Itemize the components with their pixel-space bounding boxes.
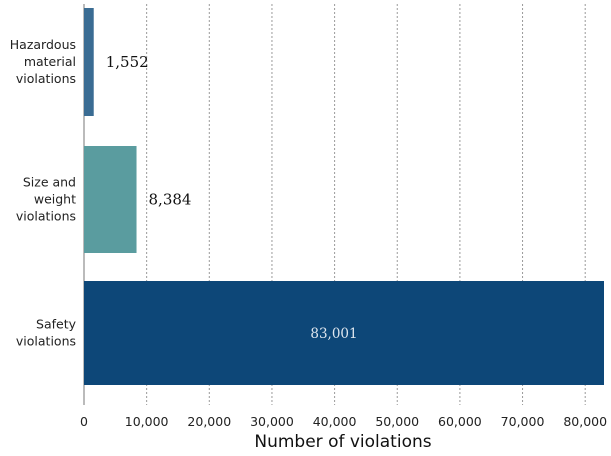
- data-labels: 1,552 8,384 83,001: [106, 53, 358, 342]
- x-axis-title: Number of violations: [254, 432, 431, 452]
- x-tick-label: 60,000: [438, 414, 482, 429]
- x-tick-label: 0: [80, 414, 88, 429]
- x-tick-labels: 0 10,000 20,000 30,000 40,000 50,000 60,000 70,…: [80, 414, 607, 429]
- data-label: 8,384: [149, 191, 192, 209]
- data-label: 1,552: [106, 53, 149, 71]
- x-tick-label: 50,000: [375, 414, 419, 429]
- bar: [84, 146, 137, 253]
- x-tick-label: 40,000: [313, 414, 357, 429]
- x-tick-label: 20,000: [187, 414, 231, 429]
- bars: [84, 8, 604, 385]
- bar: [84, 8, 94, 116]
- category-label: Hazardous material violations: [10, 37, 76, 86]
- category-labels: Hazardous material violations Size and weigh…: [10, 37, 77, 349]
- x-tick-label: 10,000: [125, 414, 169, 429]
- data-label: 83,001: [310, 326, 357, 342]
- bar: [84, 281, 604, 385]
- x-tick-label: 30,000: [250, 414, 294, 429]
- x-tick-label: 80,000: [563, 414, 607, 429]
- category-label: Size and weight violations: [16, 175, 76, 224]
- x-tick-label: 70,000: [501, 414, 545, 429]
- category-label: Safety violations: [16, 317, 77, 349]
